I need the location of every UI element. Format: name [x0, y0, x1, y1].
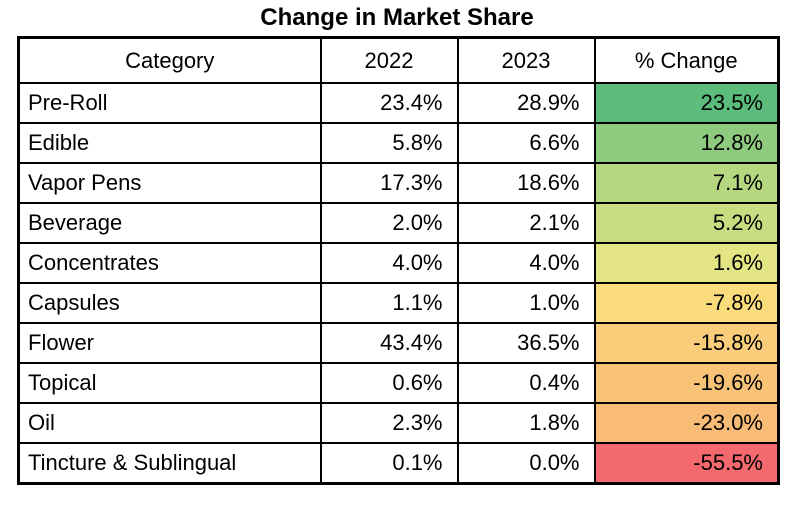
column-header-2023: 2023	[456, 36, 596, 84]
value-2023-cell: 36.5%	[456, 322, 596, 364]
value-2022-cell: 4.0%	[319, 242, 459, 284]
value-2023-cell: 0.0%	[456, 442, 596, 485]
value-2022-cell: 2.0%	[319, 202, 459, 244]
pct-change-cell: -23.0%	[593, 402, 780, 444]
pct-change-cell: 7.1%	[593, 162, 780, 204]
category-cell: Concentrates	[17, 242, 322, 284]
pct-change-cell: -7.8%	[593, 282, 780, 324]
page-title: Change in Market Share	[260, 4, 534, 31]
value-2023-cell: 1.0%	[456, 282, 596, 324]
value-2023-cell: 4.0%	[456, 242, 596, 284]
category-cell: Tincture & Sublingual	[17, 442, 322, 485]
value-2022-cell: 43.4%	[319, 322, 459, 364]
column-header-category: Category	[17, 36, 322, 84]
pct-change-cell: 1.6%	[593, 242, 780, 284]
market-share-table: Category 2022 2023 % Change Pre-Roll 23.4…	[17, 36, 780, 485]
value-2022-cell: 1.1%	[319, 282, 459, 324]
table-row: Vapor Pens 17.3% 18.6% 7.1%	[17, 162, 780, 204]
table-row: Pre-Roll 23.4% 28.9% 23.5%	[17, 82, 780, 124]
category-cell: Beverage	[17, 202, 322, 244]
pct-change-cell: 12.8%	[593, 122, 780, 164]
table-row: Concentrates 4.0% 4.0% 1.6%	[17, 242, 780, 284]
category-cell: Oil	[17, 402, 322, 444]
table-row: Oil 2.3% 1.8% -23.0%	[17, 402, 780, 444]
table-row: Beverage 2.0% 2.1% 5.2%	[17, 202, 780, 244]
table-body: Pre-Roll 23.4% 28.9% 23.5% Edible 5.8% 6.6% 12.…	[17, 82, 780, 485]
column-header-2022: 2022	[319, 36, 459, 84]
table-row: Tincture & Sublingual 0.1% 0.0% -55.5%	[17, 442, 780, 485]
value-2023-cell: 2.1%	[456, 202, 596, 244]
table-row: Capsules 1.1% 1.0% -7.8%	[17, 282, 780, 324]
value-2023-cell: 6.6%	[456, 122, 596, 164]
value-2022-cell: 0.6%	[319, 362, 459, 404]
category-cell: Capsules	[17, 282, 322, 324]
pct-change-cell: 23.5%	[593, 82, 780, 124]
value-2022-cell: 5.8%	[319, 122, 459, 164]
value-2022-cell: 0.1%	[319, 442, 459, 485]
value-2023-cell: 1.8%	[456, 402, 596, 444]
table-row: Flower 43.4% 36.5% -15.8%	[17, 322, 780, 364]
pct-change-cell: -55.5%	[593, 442, 780, 485]
value-2023-cell: 18.6%	[456, 162, 596, 204]
value-2022-cell: 2.3%	[319, 402, 459, 444]
pct-change-cell: -15.8%	[593, 322, 780, 364]
category-cell: Edible	[17, 122, 322, 164]
category-cell: Pre-Roll	[17, 82, 322, 124]
value-2023-cell: 28.9%	[456, 82, 596, 124]
category-cell: Flower	[17, 322, 322, 364]
value-2022-cell: 23.4%	[319, 82, 459, 124]
pct-change-cell: 5.2%	[593, 202, 780, 244]
table-header-row: Category 2022 2023 % Change	[17, 36, 780, 84]
category-cell: Topical	[17, 362, 322, 404]
pct-change-cell: -19.6%	[593, 362, 780, 404]
column-header-pct-change: % Change	[593, 36, 780, 84]
value-2022-cell: 17.3%	[319, 162, 459, 204]
table-row: Edible 5.8% 6.6% 12.8%	[17, 122, 780, 164]
value-2023-cell: 0.4%	[456, 362, 596, 404]
table-row: Topical 0.6% 0.4% -19.6%	[17, 362, 780, 404]
category-cell: Vapor Pens	[17, 162, 322, 204]
